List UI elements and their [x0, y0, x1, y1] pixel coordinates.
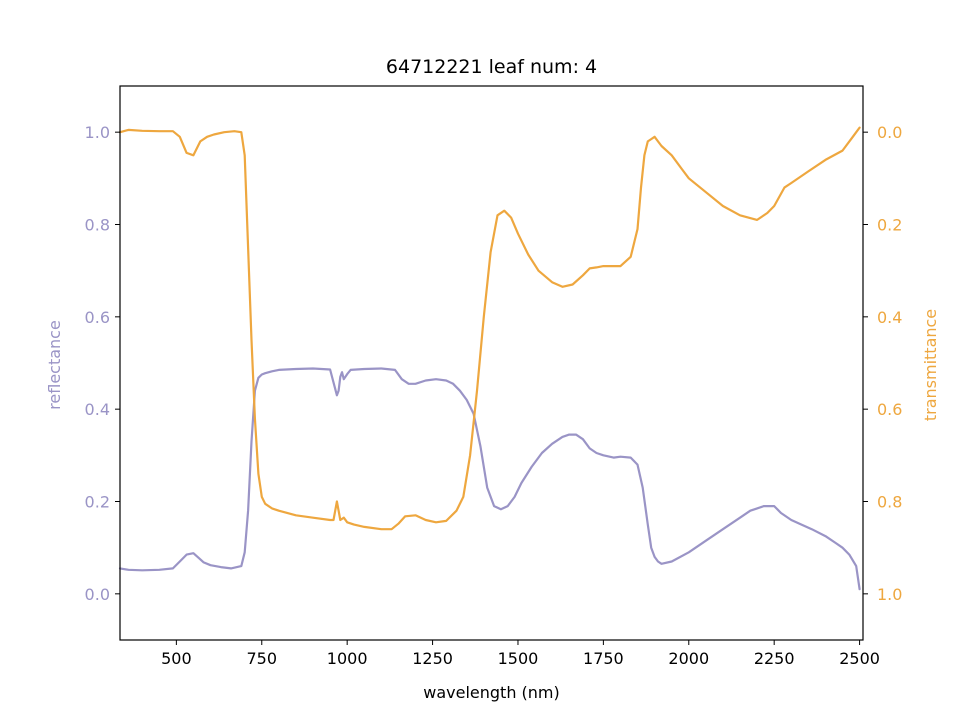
y-left-tick-label-0: 0.0 [85, 585, 110, 604]
x-tick-label-750: 750 [246, 649, 277, 668]
series-line-transmittance [118, 126, 861, 531]
y-right-tick-label-0: 0.0 [877, 123, 902, 142]
y-axis-right-label: transmittance [921, 309, 940, 421]
y-left-tick-label-0.4: 0.4 [85, 400, 110, 419]
y-right-tick-label-0.4: 0.4 [877, 308, 902, 327]
series-line-reflectance [118, 367, 861, 591]
x-tick-label-1750: 1750 [583, 649, 624, 668]
chart-title: 64712221 leaf num: 4 [386, 56, 597, 78]
plot-frame [119, 85, 864, 641]
y-right-tick-label-1: 1.0 [877, 585, 902, 604]
x-tick-label-2000: 2000 [668, 649, 709, 668]
x-axis-label: wavelength (nm) [423, 683, 560, 702]
y-left-tick-label-0.8: 0.8 [85, 216, 110, 235]
y-left-tick-label-0.2: 0.2 [85, 493, 110, 512]
y-right-tick-label-0.8: 0.8 [877, 493, 902, 512]
y-left-tick-label-1: 1.0 [85, 123, 110, 142]
y-right-tick-label-0.2: 0.2 [877, 216, 902, 235]
x-tick-label-1000: 1000 [327, 649, 368, 668]
y-left-tick-label-0.6: 0.6 [85, 308, 110, 327]
x-tick-label-2250: 2250 [754, 649, 795, 668]
x-tick-label-1250: 1250 [412, 649, 453, 668]
x-tick-label-2500: 2500 [839, 649, 880, 668]
y-axis-left-label: reflectance [45, 320, 64, 410]
x-tick-label-1500: 1500 [498, 649, 539, 668]
x-tick-label-500: 500 [161, 649, 192, 668]
y-right-tick-label-0.6: 0.6 [877, 400, 902, 419]
plot-area: 500 750 1000 1250 1500 1750 2000 2250 2500 0.0 0.2… [85, 85, 902, 668]
